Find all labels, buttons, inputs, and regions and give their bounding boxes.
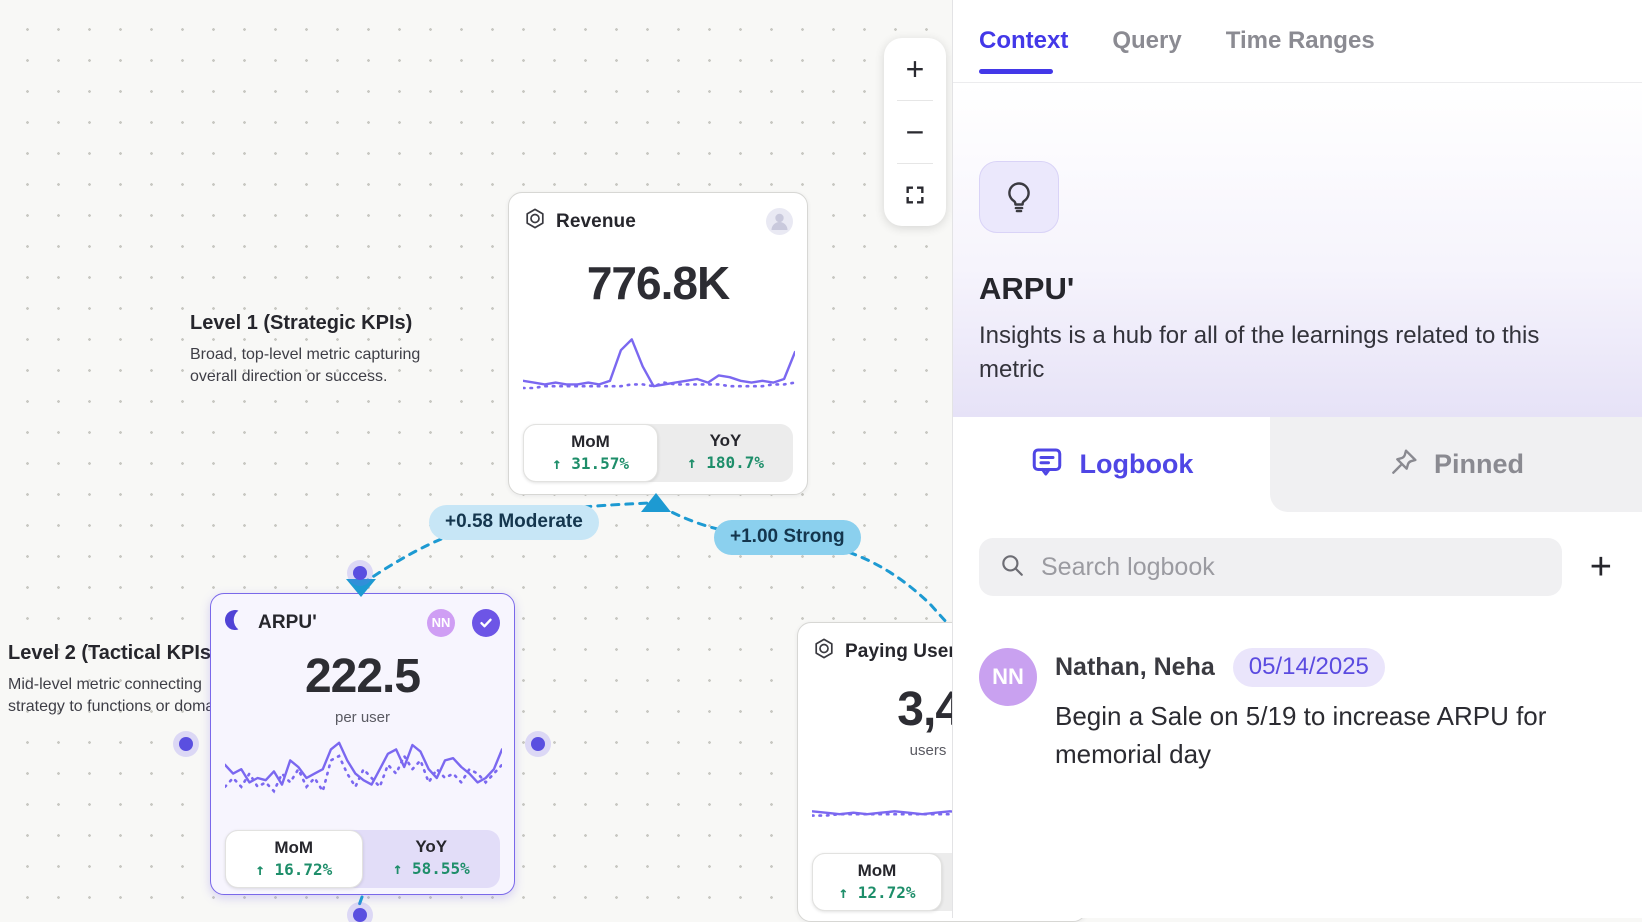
level-1-title: Level 1 (Strategic KPIs) bbox=[190, 312, 413, 334]
zoom-out-button[interactable]: − bbox=[905, 113, 925, 150]
verified-check-icon[interactable] bbox=[472, 608, 500, 637]
level-2-annotation: Level 2 (Tactical KPIs Mid-level metric … bbox=[8, 642, 268, 718]
card-title: Paying Users' bbox=[845, 640, 972, 662]
divider bbox=[897, 100, 933, 101]
zoom-in-button[interactable]: + bbox=[905, 50, 925, 87]
tab-context[interactable]: Context bbox=[979, 27, 1069, 54]
connection-handle-left[interactable] bbox=[179, 737, 193, 751]
logbook-search-input[interactable] bbox=[1041, 552, 1542, 582]
lightbulb-icon bbox=[979, 161, 1059, 233]
level-2-description: Mid-level metric connecting strategy to … bbox=[8, 676, 215, 715]
logbook-search-box[interactable] bbox=[979, 538, 1562, 596]
entry-text: Begin a Sale on 5/19 to increase ARPU fo… bbox=[1055, 701, 1547, 769]
card-title: ARPU' bbox=[258, 611, 317, 633]
logbook-chat-icon bbox=[1029, 444, 1065, 485]
connection-handle-right[interactable] bbox=[531, 737, 545, 751]
correlation-label-strong[interactable]: +1.00 Strong bbox=[714, 520, 861, 555]
metric-tree-canvas[interactable]: +0.58 Moderate +1.00 Strong Level 1 (Str… bbox=[0, 0, 1087, 922]
period-toggle: MoM ↑ 16.72% YoY ↑ 58.55% bbox=[225, 830, 500, 888]
connection-handle-top[interactable] bbox=[353, 566, 367, 580]
owner-avatar-icon[interactable] bbox=[766, 208, 793, 235]
collaborator-badge[interactable]: NN bbox=[427, 608, 455, 637]
period-toggle: MoM ↑ 31.57% YoY ↑ 180.7% bbox=[523, 424, 793, 482]
context-side-panel: Context Query Time Ranges ARPU' Insights… bbox=[952, 0, 1642, 918]
tab-pinned[interactable]: Pinned bbox=[1269, 417, 1642, 512]
hexagon-node-icon bbox=[523, 207, 547, 236]
tab-logbook[interactable]: Logbook bbox=[953, 417, 1270, 512]
mom-toggle[interactable]: MoM ↑ 31.57% bbox=[523, 424, 658, 482]
metric-unit: users bbox=[909, 742, 947, 759]
arrowhead-into-revenue bbox=[641, 493, 671, 512]
entry-date-badge[interactable]: 05/14/2025 bbox=[1232, 648, 1385, 687]
canvas-zoom-toolbar: + − bbox=[884, 38, 946, 226]
sparkline-chart bbox=[225, 741, 502, 795]
crescent-moon-icon bbox=[224, 608, 249, 637]
tab-query[interactable]: Query bbox=[1112, 27, 1182, 54]
metric-card-arpu[interactable]: ARPU' NN 222.5 per user MoM ↑ 16.72% YoY… bbox=[210, 593, 515, 895]
metric-insights-header: ARPU' Insights is a hub for all of the l… bbox=[953, 83, 1642, 417]
author-avatar: NN bbox=[979, 648, 1037, 706]
card-title: Revenue bbox=[556, 210, 636, 232]
pushpin-icon bbox=[1388, 446, 1420, 483]
level-1-description: Broad, top-level metric capturing overal… bbox=[190, 346, 421, 385]
entry-author: Nathan, Neha bbox=[1055, 653, 1215, 681]
level-2-title: Level 2 (Tactical KPIs bbox=[8, 642, 212, 664]
active-tab-underline bbox=[979, 69, 1053, 74]
search-icon bbox=[999, 552, 1025, 583]
mom-toggle[interactable]: MoM ↑ 16.72% bbox=[225, 830, 363, 888]
sparkline-chart bbox=[523, 338, 795, 390]
level-1-annotation: Level 1 (Strategic KPIs) Broad, top-leve… bbox=[190, 312, 448, 388]
metric-value: 776.8K bbox=[586, 257, 730, 309]
logbook-entry[interactable]: NN Nathan, Neha 05/14/2025 Begin a Sale … bbox=[979, 648, 1616, 773]
panel-tab-bar: Context Query Time Ranges bbox=[953, 0, 1642, 83]
logbook-pinned-tabs: Logbook Pinned bbox=[953, 417, 1642, 512]
metric-description: Insights is a hub for all of the learnin… bbox=[979, 322, 1540, 383]
mom-toggle[interactable]: MoM ↑ 12.72% bbox=[812, 853, 942, 911]
tab-time-ranges[interactable]: Time Ranges bbox=[1225, 27, 1375, 54]
metric-card-revenue[interactable]: Revenue 776.8K MoM ↑ 31.57% YoY ↑ 180.7% bbox=[508, 192, 808, 495]
correlation-label-moderate[interactable]: +0.58 Moderate bbox=[429, 505, 599, 540]
fit-view-button[interactable] bbox=[884, 171, 946, 219]
metric-title: ARPU' bbox=[979, 271, 1075, 306]
fit-view-icon bbox=[906, 186, 924, 204]
yoy-toggle[interactable]: YoY ↑ 180.7% bbox=[686, 431, 765, 472]
divider bbox=[897, 163, 933, 164]
connection-handle-bottom[interactable] bbox=[353, 908, 367, 922]
hexagon-node-icon bbox=[812, 637, 836, 666]
logbook-content: + NN Nathan, Neha 05/14/2025 Begin a Sal… bbox=[953, 512, 1642, 799]
add-log-entry-button[interactable]: + bbox=[1589, 546, 1612, 588]
metric-value: 222.5 bbox=[304, 650, 421, 703]
metric-unit: per user bbox=[334, 709, 391, 726]
yoy-toggle[interactable]: YoY ↑ 58.55% bbox=[392, 837, 470, 878]
